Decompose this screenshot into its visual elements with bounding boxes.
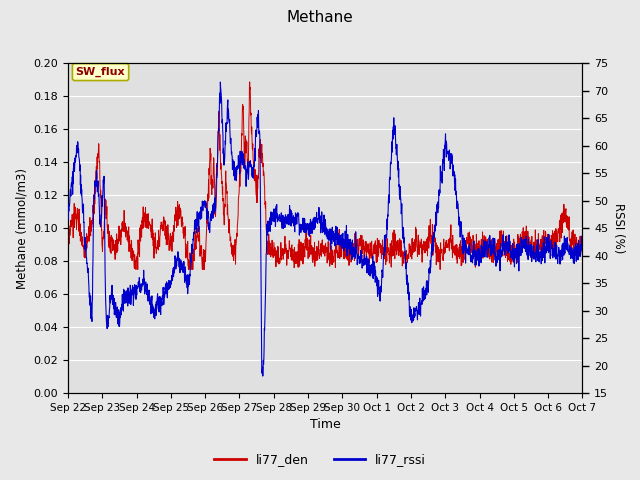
Y-axis label: Methane (mmol/m3): Methane (mmol/m3) <box>15 168 28 289</box>
Y-axis label: RSSI (%): RSSI (%) <box>612 203 625 253</box>
X-axis label: Time: Time <box>310 419 340 432</box>
Legend: li77_den, li77_rssi: li77_den, li77_rssi <box>209 448 431 471</box>
Text: SW_flux: SW_flux <box>76 67 125 77</box>
Text: Methane: Methane <box>287 10 353 24</box>
